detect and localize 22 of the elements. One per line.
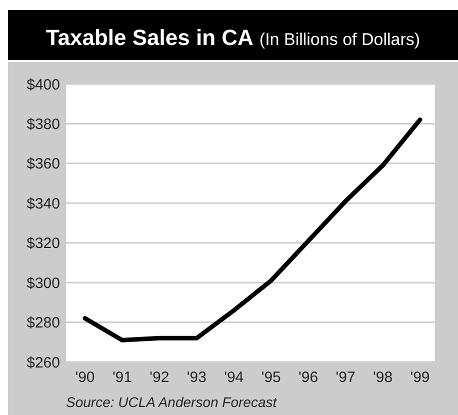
x-tick-label: '97 [336, 369, 356, 386]
x-tick-label: '90 [75, 369, 95, 386]
x-tick-label: '94 [224, 369, 244, 386]
x-tick-label: '95 [261, 369, 281, 386]
y-tick-label: $400 [26, 76, 60, 94]
x-tick-label: '96 [298, 369, 318, 386]
y-tick-label: $380 [26, 116, 60, 133]
y-tick-label: $280 [26, 314, 60, 332]
chart-subtitle: (In Billions of Dollars) [259, 30, 420, 49]
y-tick-label: $300 [26, 274, 60, 292]
x-tick-label: '98 [372, 369, 393, 386]
y-tick-label: $320 [26, 235, 60, 252]
x-tick-label: '91 [112, 369, 132, 386]
y-tick-label: $340 [26, 195, 60, 212]
y-tick-label: $260 [26, 354, 60, 372]
source-note: Source: UCLA Anderson Forecast [66, 394, 278, 410]
x-tick-label: '93 [186, 369, 206, 386]
x-tick-label: '92 [150, 369, 170, 386]
y-tick-label: $360 [26, 156, 60, 173]
x-tick-label: '99 [410, 369, 430, 386]
line-series [82, 117, 422, 342]
chart-title: Taxable Sales in CA [46, 25, 254, 50]
